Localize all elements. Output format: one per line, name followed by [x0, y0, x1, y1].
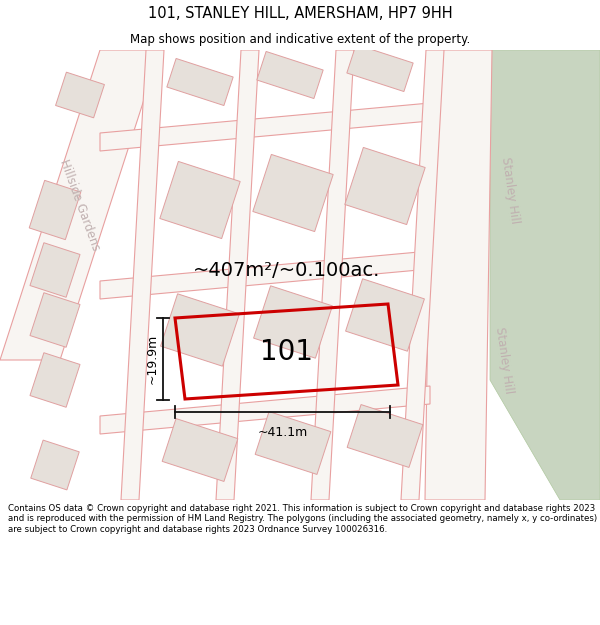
Polygon shape — [257, 51, 323, 99]
Polygon shape — [162, 419, 238, 481]
Polygon shape — [345, 148, 425, 224]
Polygon shape — [31, 440, 79, 490]
Text: 101, STANLEY HILL, AMERSHAM, HP7 9HH: 101, STANLEY HILL, AMERSHAM, HP7 9HH — [148, 6, 452, 21]
Text: Map shows position and indicative extent of the property.: Map shows position and indicative extent… — [130, 32, 470, 46]
Polygon shape — [346, 279, 424, 351]
Polygon shape — [347, 404, 423, 468]
Polygon shape — [167, 59, 233, 106]
Text: ~407m²/~0.100ac.: ~407m²/~0.100ac. — [193, 261, 380, 279]
Polygon shape — [0, 50, 160, 360]
Polygon shape — [401, 50, 444, 500]
Polygon shape — [56, 72, 104, 118]
Polygon shape — [30, 292, 80, 348]
Text: Contains OS data © Crown copyright and database right 2021. This information is : Contains OS data © Crown copyright and d… — [8, 504, 597, 534]
Text: 101: 101 — [260, 338, 313, 366]
Polygon shape — [121, 50, 164, 500]
Polygon shape — [30, 352, 80, 408]
Polygon shape — [425, 50, 492, 500]
Polygon shape — [100, 386, 430, 434]
Polygon shape — [216, 50, 259, 500]
Polygon shape — [30, 242, 80, 298]
Text: ~19.9m: ~19.9m — [146, 334, 159, 384]
Text: ~41.1m: ~41.1m — [257, 426, 308, 439]
Polygon shape — [470, 50, 600, 500]
Polygon shape — [29, 181, 81, 239]
Polygon shape — [253, 154, 333, 232]
Polygon shape — [161, 294, 239, 366]
Polygon shape — [254, 286, 332, 358]
Polygon shape — [347, 44, 413, 91]
Text: Stanley Hill: Stanley Hill — [493, 326, 515, 394]
Polygon shape — [100, 251, 430, 299]
Text: Hillside Gardens: Hillside Gardens — [58, 158, 103, 252]
Polygon shape — [100, 103, 430, 151]
Polygon shape — [311, 50, 354, 500]
Text: Stanley Hill: Stanley Hill — [499, 156, 521, 224]
Polygon shape — [160, 161, 240, 239]
Polygon shape — [255, 411, 331, 474]
